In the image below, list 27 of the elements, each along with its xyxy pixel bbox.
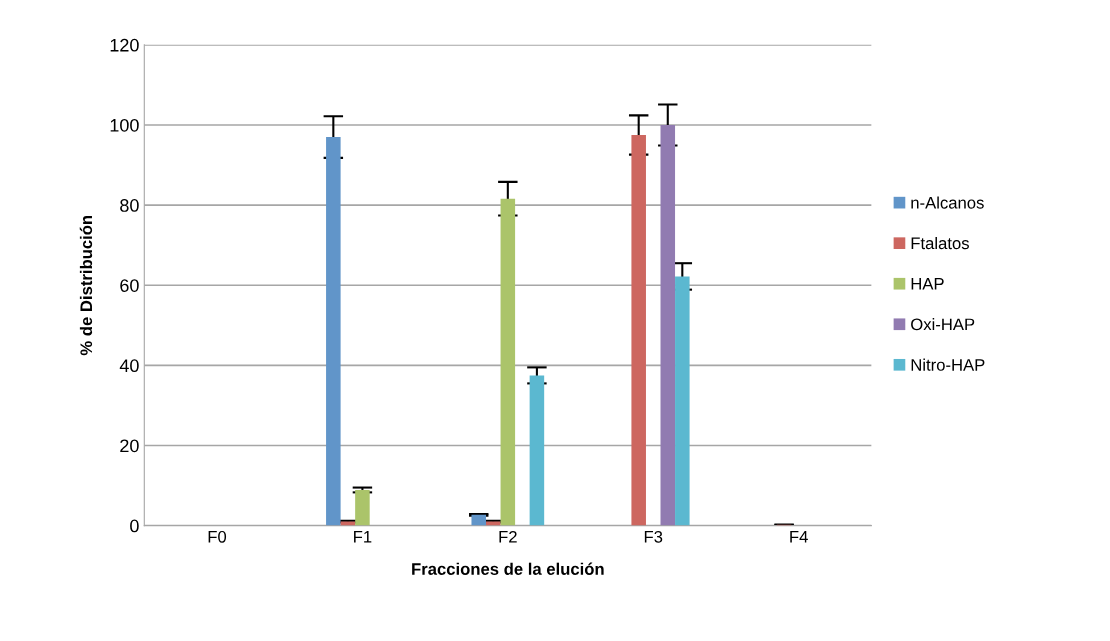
bar (529, 375, 545, 526)
y-tick-label: 40 (119, 359, 139, 373)
x-tick-label: F2 (499, 530, 517, 543)
y-tick-label: 80 (120, 199, 139, 212)
legend-label: Oxi-HAP (911, 318, 975, 331)
bar (660, 125, 676, 526)
x-tick-label: F3 (644, 530, 663, 543)
y-tick-label: 60 (120, 279, 139, 292)
bar (500, 198, 516, 526)
legend-label: HAP (911, 278, 944, 290)
y-tick-label: 120 (110, 38, 139, 52)
x-tick-label: F1 (354, 531, 372, 543)
x-tick-label: F0 (208, 530, 227, 543)
bar (326, 137, 341, 526)
x-axis-title: Fracciones de la elución (412, 562, 604, 575)
bar (355, 489, 370, 526)
y-tick-label: 0 (130, 519, 139, 533)
x-tick-label: F4 (790, 531, 808, 543)
y-axis-title: % de Distribución (79, 215, 93, 356)
legend-label: n-Alcanos (911, 196, 984, 209)
bar (675, 276, 690, 526)
y-tick-label: 20 (120, 439, 139, 453)
bar (631, 135, 646, 526)
legend-label: Ftalatos (911, 236, 969, 250)
bar (471, 514, 487, 526)
y-tick-label: 100 (110, 118, 139, 132)
legend-label: Nitro-HAP (911, 358, 985, 371)
